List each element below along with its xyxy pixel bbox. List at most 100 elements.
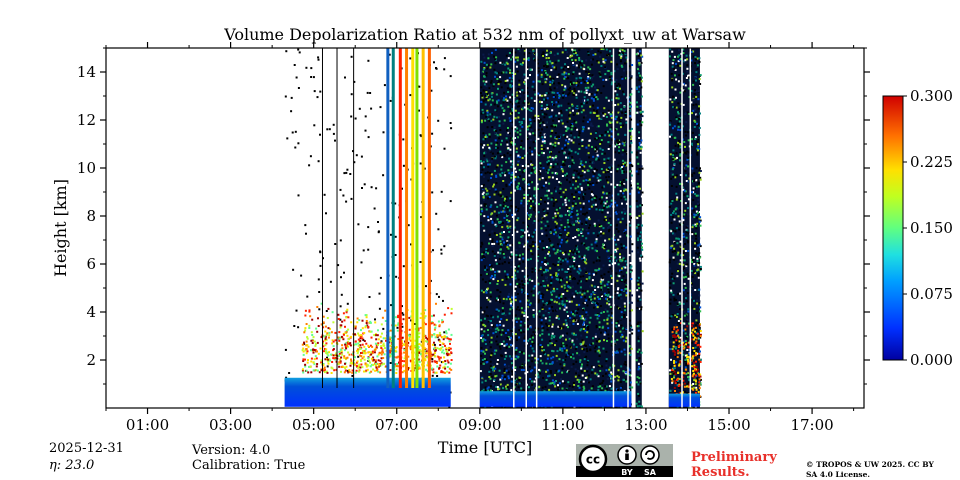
noise-pixel [566, 260, 569, 263]
noise-pixel [559, 327, 561, 330]
noise-pixel [554, 231, 557, 234]
noise-pixel [481, 311, 484, 314]
noise-pixel [629, 170, 632, 173]
noise-pixel [526, 307, 529, 310]
noise-pixel [595, 205, 598, 208]
noise-pixel [292, 268, 295, 271]
noise-pixel [557, 387, 560, 390]
noise-pixel [564, 188, 567, 191]
noise-pixel [543, 124, 546, 127]
noise-pixel [364, 115, 367, 118]
noise-pixel [506, 213, 509, 216]
noise-pixel [523, 389, 526, 392]
noise-pixel [585, 320, 588, 323]
noise-pixel [496, 343, 499, 346]
noise-pixel [630, 184, 632, 187]
noise-pixel [572, 363, 575, 366]
noise-pixel [617, 288, 619, 291]
noise-pixel [682, 217, 685, 220]
noise-pixel [519, 94, 522, 97]
noise-pixel [564, 199, 567, 201]
noise-pixel [481, 359, 484, 361]
noise-pixel [577, 229, 580, 232]
noise-pixel [602, 347, 605, 350]
noise-pixel [603, 284, 606, 287]
noise-pixel [586, 364, 589, 367]
noise-pixel [374, 318, 376, 321]
noise-pixel [490, 63, 493, 66]
noise-pixel [488, 159, 491, 162]
noise-pixel [638, 348, 641, 351]
noise-pixel [550, 282, 553, 284]
noise-pixel [555, 190, 557, 193]
noise-pixel [572, 109, 574, 112]
noise-pixel [498, 137, 500, 140]
noise-pixel [484, 98, 487, 101]
noise-pixel [572, 141, 575, 144]
noise-pixel [518, 245, 521, 248]
noise-pixel [629, 224, 632, 227]
noise-pixel [588, 226, 590, 229]
noise-pixel [578, 279, 581, 282]
noise-pixel [623, 363, 626, 366]
noise-pixel [692, 383, 695, 385]
noise-pixel [345, 200, 348, 203]
noise-pixel [631, 238, 634, 240]
noise-pixel [597, 300, 600, 303]
noise-pixel [410, 243, 412, 246]
noise-pixel [492, 118, 495, 121]
noise-pixel [678, 331, 681, 334]
noise-pixel [527, 59, 530, 62]
noise-pixel [623, 316, 625, 319]
noise-pixel [531, 340, 534, 343]
noise-pixel [600, 282, 603, 285]
noise-pixel [288, 372, 291, 374]
noise-pixel [501, 374, 504, 377]
noise-pixel [485, 289, 488, 292]
noise-pixel [604, 372, 607, 375]
noise-pixel [517, 154, 520, 157]
noise-pixel [588, 381, 590, 384]
noise-pixel [694, 232, 697, 235]
noise-pixel [572, 73, 574, 75]
noise-pixel [538, 310, 541, 313]
noise-pixel [619, 112, 621, 115]
noise-pixel [614, 290, 617, 293]
noise-pixel [555, 200, 558, 203]
noise-pixel [480, 378, 483, 381]
noise-pixel [571, 285, 574, 288]
noise-pixel [604, 202, 607, 205]
noise-pixel [619, 235, 622, 238]
noise-pixel [608, 156, 611, 159]
noise-pixel [511, 214, 514, 216]
noise-pixel [509, 117, 512, 120]
noise-pixel [572, 81, 575, 84]
noise-pixel [624, 114, 627, 117]
noise-pixel [684, 340, 687, 343]
noise-pixel [539, 118, 542, 121]
noise-pixel [503, 261, 506, 264]
noise-pixel [480, 112, 483, 115]
noise-pixel [490, 352, 493, 355]
noise-pixel [617, 372, 620, 375]
noise-pixel [511, 375, 513, 378]
noise-pixel [501, 171, 504, 174]
noise-pixel [450, 127, 453, 130]
noise-pixel [572, 237, 575, 239]
noise-pixel [483, 67, 486, 69]
noise-pixel [606, 54, 608, 57]
noise-pixel [519, 300, 522, 303]
noise-pixel [493, 232, 496, 235]
noise-pixel [553, 300, 556, 303]
noise-pixel [544, 261, 547, 264]
noise-pixel [691, 239, 694, 242]
noise-pixel [622, 179, 625, 182]
noise-pixel [523, 92, 526, 95]
noise-pixel [499, 324, 502, 326]
noise-pixel [608, 120, 611, 123]
noise-pixel [570, 204, 573, 207]
noise-pixel [624, 279, 627, 282]
noise-pixel [569, 165, 571, 168]
noise-pixel [544, 78, 547, 81]
noise-pixel [511, 300, 514, 303]
